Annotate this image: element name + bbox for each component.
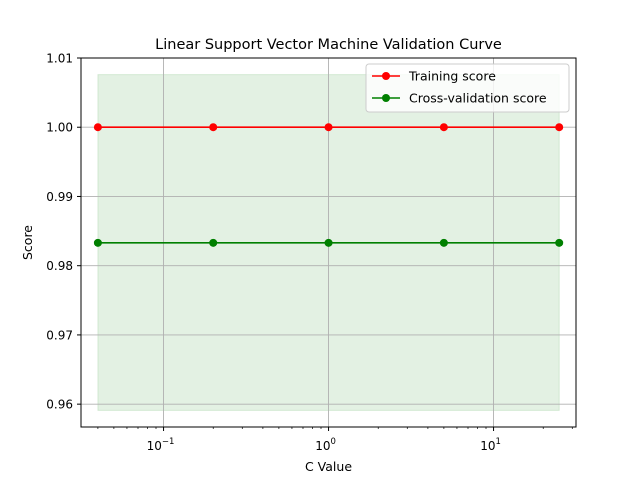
legend-swatch-marker — [382, 94, 390, 102]
series-point — [439, 238, 448, 247]
series-point — [324, 123, 333, 132]
legend-swatch-marker — [382, 72, 390, 80]
series-point — [93, 238, 102, 247]
series-layer — [93, 123, 564, 247]
x-axis-label: C Value — [305, 459, 352, 474]
legend-label: Training score — [408, 69, 496, 84]
legend-box — [365, 63, 570, 113]
legend: Training score Cross-validation score — [365, 63, 570, 113]
series-point — [93, 123, 102, 132]
series-point — [209, 238, 218, 247]
y-tick-label: 0.99 — [46, 190, 73, 204]
y-tick-label: 1.00 — [46, 121, 73, 135]
y-tick-label: 1.01 — [46, 52, 73, 66]
y-axis-label: Score — [20, 225, 35, 260]
chart-title: Linear Support Vector Machine Validation… — [155, 37, 502, 53]
series-point — [555, 123, 564, 132]
series-point — [324, 238, 333, 247]
y-tick-label: 0.97 — [46, 328, 73, 342]
series-point — [209, 123, 218, 132]
legend-label: Cross-validation score — [409, 91, 547, 106]
y-tick-label: 0.98 — [46, 259, 73, 273]
y-tick-label: 0.96 — [46, 398, 73, 412]
series-point — [555, 238, 564, 247]
series-point — [439, 123, 448, 132]
